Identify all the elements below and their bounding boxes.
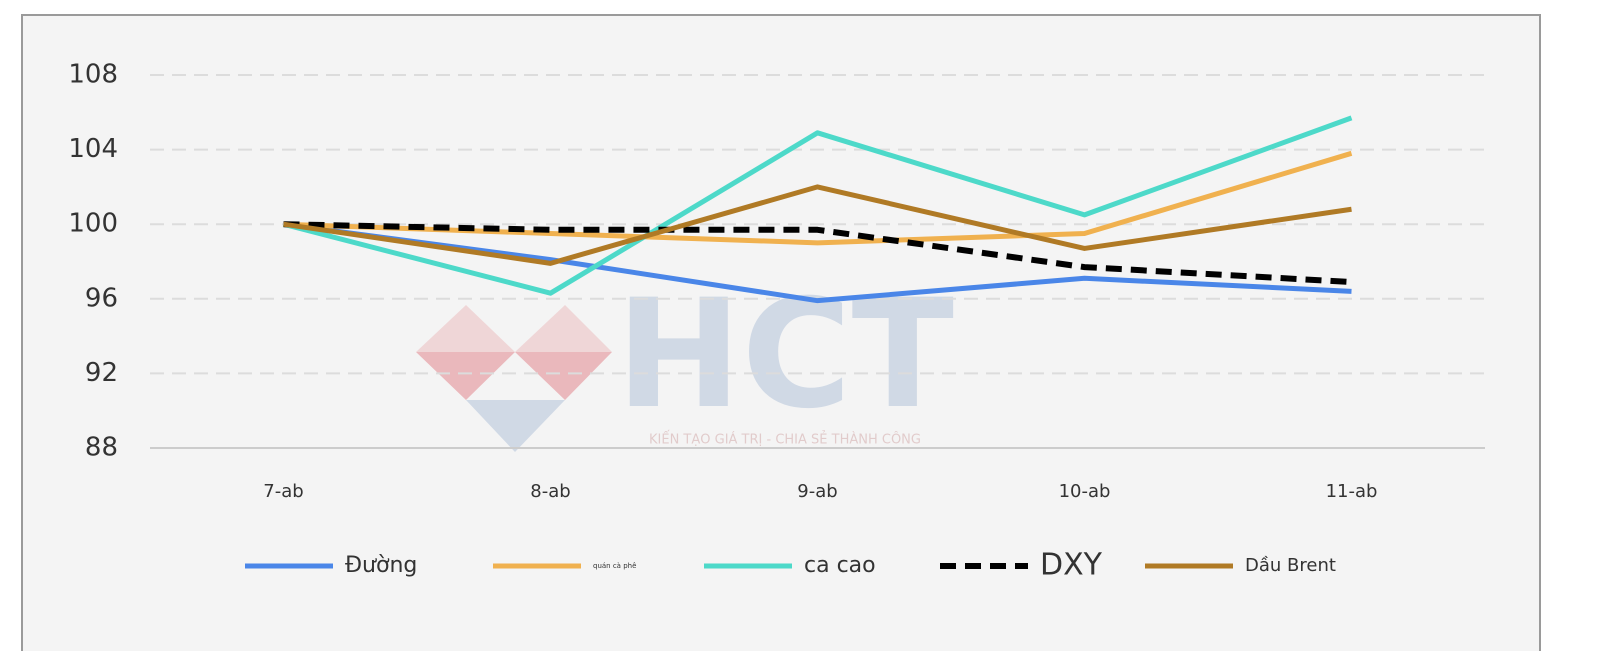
y-tick-label: 88 bbox=[85, 433, 118, 463]
logo-shape bbox=[416, 352, 515, 400]
y-tick-label: 100 bbox=[68, 209, 118, 239]
logo-shape bbox=[416, 305, 515, 352]
x-tick-label: 10-ab bbox=[1059, 481, 1111, 502]
x-tick-label: 7-ab bbox=[263, 481, 303, 502]
logo-shape bbox=[515, 305, 612, 352]
legend-label: ca cao bbox=[804, 553, 876, 578]
legend-label: Dầu Brent bbox=[1245, 555, 1336, 576]
chart-frame bbox=[21, 14, 1541, 651]
legend-label: quán cà phê bbox=[593, 562, 636, 570]
logo-shape bbox=[515, 352, 612, 400]
series-line bbox=[283, 221, 1352, 286]
y-tick-label: 104 bbox=[68, 134, 118, 164]
legend-label: Đường bbox=[345, 553, 417, 578]
legend-label: DXY bbox=[1040, 548, 1103, 583]
logo-shape bbox=[466, 400, 565, 452]
x-tick-label: 8-ab bbox=[530, 481, 570, 502]
series-line bbox=[282, 115, 1353, 296]
y-tick-label: 92 bbox=[85, 358, 118, 388]
x-tick-label: 11-ab bbox=[1326, 481, 1378, 502]
watermark-slogan: KIẾN TẠO GIÁ TRỊ - CHIA SẺ THÀNH CÔNG bbox=[649, 431, 921, 448]
y-tick-label: 96 bbox=[85, 283, 118, 313]
series-line bbox=[283, 184, 1352, 266]
y-tick-label: 108 bbox=[68, 60, 118, 90]
x-tick-label: 9-ab bbox=[797, 481, 837, 502]
